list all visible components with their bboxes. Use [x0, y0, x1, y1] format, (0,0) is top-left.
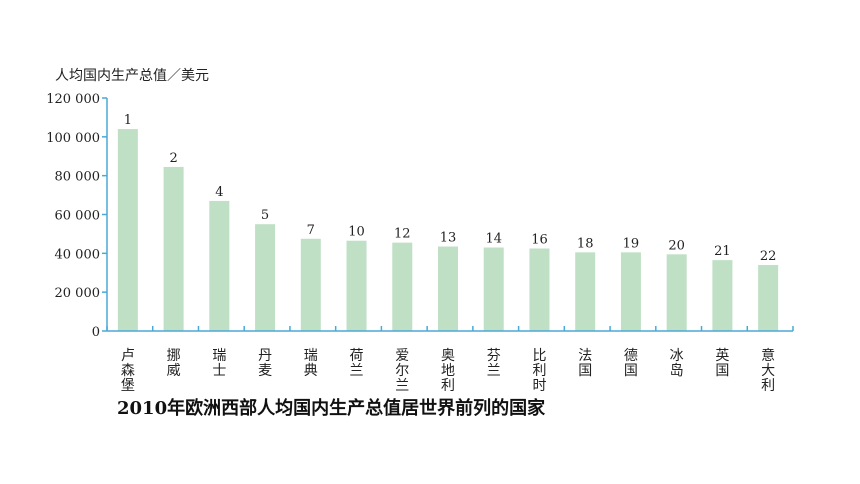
bar [712, 260, 733, 331]
x-tick-label: 瑞士 [212, 348, 226, 379]
bar [255, 224, 276, 331]
x-tick-label: 比利时 [532, 348, 546, 394]
y-tick-label: 0 [92, 325, 100, 340]
x-tick-label: 芬兰 [487, 348, 501, 379]
x-tick-label: 瑞典 [304, 348, 318, 379]
y-tick-label: 40 000 [55, 247, 101, 262]
bar [483, 247, 504, 331]
bar-rank-label: 14 [485, 232, 502, 247]
bar [529, 248, 550, 331]
bar [438, 246, 458, 331]
bar-rank-label: 22 [760, 249, 777, 264]
bar-rank-label: 13 [440, 231, 457, 246]
bar [300, 238, 321, 331]
bar [346, 240, 367, 331]
x-tick-label: 冰岛 [670, 348, 684, 379]
y-tick-label: 20 000 [55, 286, 101, 301]
bar-rank-label: 5 [261, 208, 269, 223]
x-tick-label: 英国 [715, 347, 729, 379]
bar-rank-label: 20 [668, 238, 685, 253]
x-tick-label: 奥地利 [441, 347, 455, 394]
bar-rank-label: 19 [623, 236, 640, 251]
bar-rank-label: 21 [714, 244, 731, 259]
bar [575, 252, 596, 331]
y-axis-label: 人均国内生产总值／美元 [55, 68, 209, 84]
chart-title: 2010年欧洲西部人均国内生产总值居世界前列的国家 [117, 398, 546, 419]
bar-rank-label: 7 [307, 223, 315, 238]
bar [209, 200, 230, 331]
x-tick-label: 法国 [578, 348, 592, 379]
y-tick-label: 120 000 [46, 92, 100, 107]
bar [163, 166, 184, 331]
x-tick-label: 卢森堡 [121, 348, 135, 394]
y-tick-label: 80 000 [55, 170, 101, 185]
bar-rank-label: 4 [215, 185, 223, 200]
bar-rank-label: 2 [169, 151, 177, 166]
bar [620, 252, 641, 331]
x-tick-label: 意大利 [761, 347, 775, 394]
bar [392, 242, 413, 331]
bar-rank-label: 16 [531, 232, 548, 247]
bar-rank-label: 10 [348, 225, 365, 240]
bar-rank-label: 1 [124, 113, 132, 128]
bar [666, 254, 687, 331]
x-tick-label: 荷兰 [350, 348, 364, 379]
bar [117, 129, 138, 331]
bar-rank-label: 18 [577, 236, 594, 251]
y-tick-label: 100 000 [46, 131, 100, 146]
bar-rank-label: 12 [394, 227, 411, 242]
x-tick-label: 丹麦 [258, 348, 272, 379]
y-tick-label: 60 000 [55, 209, 101, 224]
y-axis: 0 20 000 40 000 60 000 80 000 100 000 120 000 [46, 92, 108, 340]
bar [758, 264, 779, 331]
x-tick-label: 爱尔兰 [395, 348, 409, 394]
x-tick-label: 挪威 [167, 348, 181, 379]
x-tick-label: 德国 [624, 348, 638, 379]
